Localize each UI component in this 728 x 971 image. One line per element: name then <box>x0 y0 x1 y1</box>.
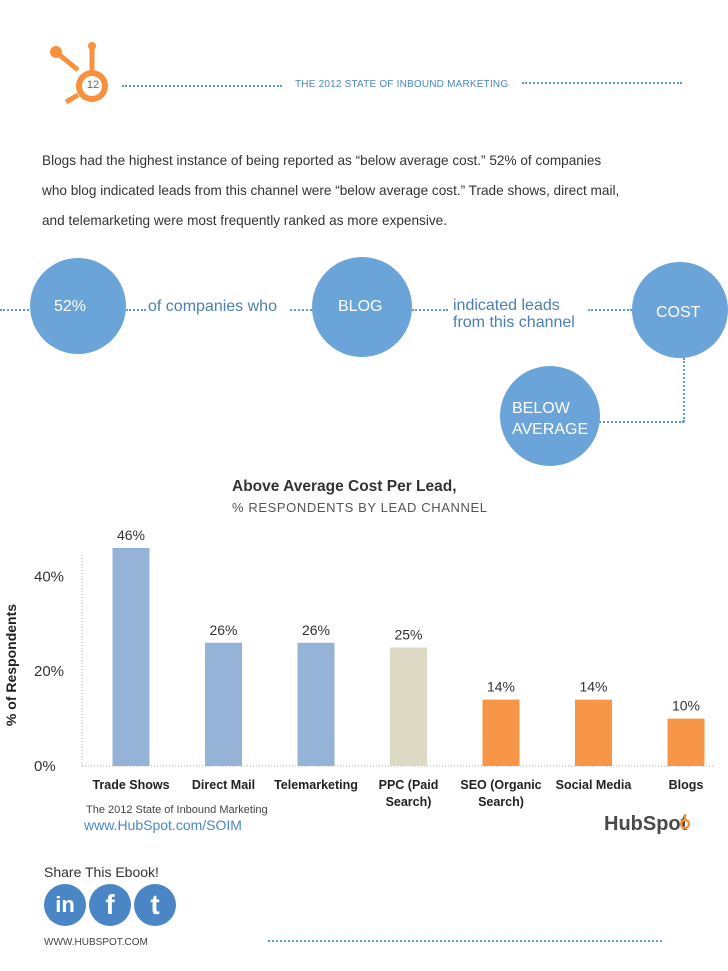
intro-paragraph: Blogs had the highest instance of being … <box>42 146 702 236</box>
category-label: Telemarketing <box>274 778 358 792</box>
category-label: PPC (Paid <box>379 778 439 792</box>
category-label: SEO (Organic <box>460 778 541 792</box>
percent-circle <box>30 258 126 354</box>
from-channel-text: from this channel <box>453 314 575 331</box>
bar <box>297 642 335 766</box>
category-label: Direct Mail <box>192 778 255 792</box>
bar-value-label: 10% <box>672 698 700 714</box>
flow-connector <box>126 309 146 311</box>
share-label: Share This Ebook! <box>44 864 159 880</box>
footer-divider <box>268 940 662 942</box>
page-number: 12 <box>86 79 100 91</box>
twitter-icon[interactable]: t <box>134 884 176 926</box>
y-tick-label: 20% <box>34 663 64 680</box>
bar-value-label: 14% <box>487 679 515 695</box>
category-label: Search) <box>386 795 432 809</box>
chart-subtitle: % RESPONDENTS BY LEAD CHANNEL <box>232 500 488 515</box>
category-label: Blogs <box>669 778 704 792</box>
y-axis-label: % of Respondents <box>3 604 19 726</box>
bar <box>205 642 242 766</box>
intro-line: who blog indicated leads from this chann… <box>42 183 620 198</box>
blog-label: BLOG <box>338 298 383 315</box>
flow-connector <box>412 309 448 311</box>
blog-circle <box>312 257 412 357</box>
flow-connector <box>588 309 632 311</box>
bar-value-label: 26% <box>302 622 330 638</box>
bar <box>667 718 705 766</box>
linkedin-icon[interactable]: in <box>44 884 86 926</box>
bar-value-label: 46% <box>117 527 145 543</box>
flow-connector <box>0 309 36 311</box>
y-tick-label: 40% <box>34 568 64 585</box>
percent-label: 52% <box>54 298 87 315</box>
header-divider-left <box>122 85 282 87</box>
bar-value-label: 26% <box>209 622 237 638</box>
cost-label: COST <box>656 304 701 321</box>
chart-title: Above Average Cost Per Lead, <box>232 478 457 495</box>
y-tick-label: 0% <box>34 758 56 775</box>
flow-connector <box>596 421 684 423</box>
hubspot-logo: HubSpot <box>604 813 687 836</box>
facebook-icon[interactable]: f <box>89 884 131 926</box>
source-url[interactable]: www.HubSpot.com/SOIM <box>84 817 242 833</box>
bar <box>482 699 520 766</box>
footer-site[interactable]: WWW.HUBSPOT.COM <box>44 937 148 948</box>
intro-line: Blogs had the highest instance of being … <box>42 153 602 168</box>
category-label: Search) <box>478 795 524 809</box>
hubspot-sprocket-icon <box>50 42 108 105</box>
flow-connector <box>290 309 312 311</box>
bar <box>390 647 427 766</box>
bar-value-label: 14% <box>579 679 607 695</box>
intro-line: and telemarketing were most frequently r… <box>42 213 447 228</box>
bar <box>575 699 612 766</box>
indicated-leads-text: indicated leads <box>453 297 560 314</box>
bar-value-label: 25% <box>394 627 422 643</box>
below-average-circle <box>500 366 600 466</box>
bar-chart: 0% 20% 40% % of Respondents 46% Trade Shows 26… <box>3 527 715 809</box>
flow-connector-vertical <box>683 358 685 422</box>
bar <box>112 547 150 766</box>
hubspot-logo-sprocket-icon <box>679 814 691 830</box>
of-companies-text: of companies who <box>148 298 277 315</box>
source-line: The 2012 State of Inbound Marketing <box>86 804 268 816</box>
report-title: THE 2012 STATE OF INBOUND MARKETING <box>295 79 509 90</box>
average-label: AVERAGE <box>512 421 589 438</box>
header-divider-right <box>522 82 682 84</box>
cost-circle <box>632 262 728 358</box>
below-label: BELOW <box>512 400 570 417</box>
hubspot-logo-text: HubSpot <box>604 813 688 835</box>
category-label: Trade Shows <box>92 778 169 792</box>
category-label: Social Media <box>556 778 633 792</box>
